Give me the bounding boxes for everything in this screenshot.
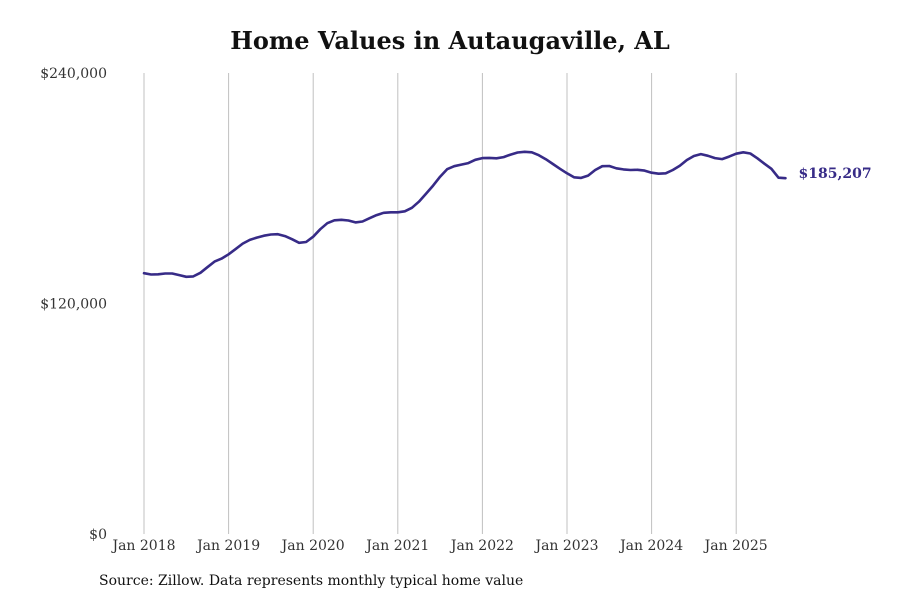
x-axis-tick-labels: Jan 2018 Jan 2019 Jan 2020 Jan 2021 Jan 2022… — [110, 538, 767, 554]
x-tick-label: Jan 2024 — [618, 538, 683, 554]
x-tick-label: Jan 2020 — [280, 538, 345, 554]
series-layer — [142, 150, 787, 279]
y-tick-label: $240,000 — [40, 66, 107, 82]
vertical-grid-lines — [143, 73, 737, 534]
home-value-series-line — [142, 150, 787, 279]
chart-title: Home Values in Autaugaville, AL — [230, 26, 670, 55]
x-tick-label: Jan 2022 — [449, 538, 514, 554]
end-value-label: $185,207 — [799, 166, 872, 182]
y-tick-label: $0 — [89, 527, 107, 543]
y-tick-label: $120,000 — [40, 297, 107, 313]
x-tick-label: Jan 2018 — [110, 538, 175, 554]
end-value-label-group: $185,207 — [799, 166, 872, 182]
x-tick-label: Jan 2019 — [195, 538, 260, 554]
y-axis-tick-labels: $0 $120,000 $240,000 — [40, 66, 107, 543]
x-tick-label: Jan 2025 — [703, 538, 768, 554]
source-note: Source: Zillow. Data represents monthly … — [99, 573, 524, 589]
x-tick-label: Jan 2023 — [533, 538, 598, 554]
x-tick-label: Jan 2021 — [364, 538, 429, 554]
